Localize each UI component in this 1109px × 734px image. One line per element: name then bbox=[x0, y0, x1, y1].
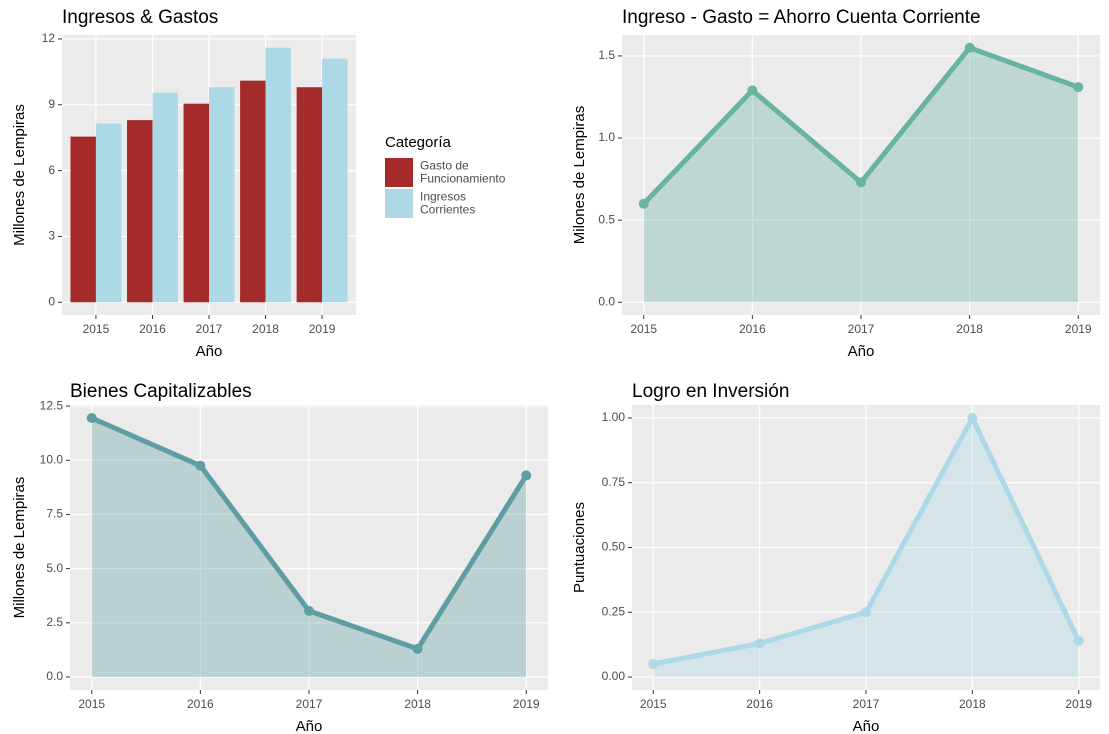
x-tick-label: 2017 bbox=[196, 322, 223, 336]
point bbox=[1073, 635, 1084, 646]
chart-title: Bienes Capitalizables bbox=[70, 381, 252, 402]
x-tick-label: 2018 bbox=[404, 697, 431, 711]
x-axis-title: Año bbox=[196, 343, 223, 360]
x-tick-label: 2017 bbox=[848, 322, 875, 336]
point bbox=[861, 607, 871, 618]
y-tick-label: 0.25 bbox=[602, 604, 626, 618]
point bbox=[747, 85, 758, 96]
y-tick-label: 1.5 bbox=[598, 48, 615, 62]
y-tick-label: 0.0 bbox=[598, 294, 615, 308]
x-tick-label: 2019 bbox=[1065, 322, 1092, 336]
point bbox=[521, 470, 532, 481]
x-tick-label: 2017 bbox=[853, 697, 880, 711]
point bbox=[195, 460, 206, 471]
bar bbox=[322, 58, 348, 303]
y-tick-label: 0 bbox=[48, 294, 55, 308]
x-tick-label: 2019 bbox=[309, 322, 336, 336]
x-tick-label: 2015 bbox=[78, 697, 105, 711]
legend-title: Categoría bbox=[385, 134, 452, 151]
bar bbox=[296, 87, 323, 303]
y-tick-label: 1.0 bbox=[598, 130, 615, 144]
bar bbox=[265, 47, 291, 303]
y-axis-title: Milones de Lempiras bbox=[571, 106, 588, 244]
x-tick-label: 2016 bbox=[739, 322, 766, 336]
point bbox=[638, 198, 649, 209]
point bbox=[304, 605, 314, 616]
area bbox=[653, 417, 1079, 678]
y-tick-label: 0.50 bbox=[602, 540, 626, 554]
x-axis-title: Año bbox=[848, 343, 875, 360]
point bbox=[86, 413, 97, 424]
legend-label: Ingresos Corrientes bbox=[420, 190, 475, 217]
chart-title: Logro en Inversión bbox=[632, 381, 789, 402]
point bbox=[412, 643, 423, 654]
y-tick-label: 2.5 bbox=[46, 615, 63, 629]
x-tick-label: 2018 bbox=[956, 322, 983, 336]
y-axis-title: Millones de Lempiras bbox=[11, 477, 28, 619]
bar bbox=[95, 123, 122, 303]
point bbox=[856, 177, 866, 188]
legend-swatch bbox=[385, 189, 413, 218]
y-tick-label: 9 bbox=[48, 97, 55, 111]
x-tick-label: 2018 bbox=[959, 697, 986, 711]
x-tick-label: 2015 bbox=[83, 322, 110, 336]
x-tick-label: 2015 bbox=[640, 697, 667, 711]
bar bbox=[183, 103, 209, 303]
bar bbox=[240, 80, 266, 303]
point bbox=[648, 659, 659, 670]
x-tick-label: 2016 bbox=[187, 697, 214, 711]
bar bbox=[209, 87, 235, 303]
y-tick-label: 3 bbox=[48, 229, 55, 243]
x-axis-title: Año bbox=[296, 718, 323, 734]
area bbox=[91, 418, 527, 677]
x-tick-label: 2015 bbox=[630, 322, 657, 336]
legend-swatch bbox=[385, 158, 413, 187]
chart-title: Ingresos & Gastos bbox=[62, 7, 218, 28]
y-tick-label: 10.0 bbox=[40, 452, 64, 466]
point bbox=[967, 412, 978, 423]
bar bbox=[70, 136, 96, 303]
y-tick-label: 6 bbox=[48, 163, 55, 177]
area bbox=[643, 47, 1079, 303]
point bbox=[1073, 82, 1084, 93]
x-tick-label: 2018 bbox=[252, 322, 279, 336]
bar bbox=[127, 120, 153, 303]
y-tick-label: 0.5 bbox=[598, 212, 615, 226]
y-tick-label: 0.0 bbox=[46, 669, 63, 683]
y-tick-label: 5.0 bbox=[46, 561, 63, 575]
legend-label: Gasto de Funcionamiento bbox=[420, 159, 506, 186]
y-tick-label: 0.75 bbox=[602, 475, 626, 489]
x-tick-label: 2016 bbox=[746, 697, 773, 711]
x-tick-label: 2016 bbox=[139, 322, 166, 336]
x-tick-label: 2019 bbox=[1065, 697, 1092, 711]
x-tick-label: 2017 bbox=[296, 697, 323, 711]
x-tick-label: 2019 bbox=[513, 697, 540, 711]
y-tick-label: 12 bbox=[42, 31, 56, 45]
y-tick-label: 12.5 bbox=[40, 398, 64, 412]
y-tick-label: 0.00 bbox=[602, 669, 626, 683]
chart-title: Ingreso - Gasto = Ahorro Cuenta Corrient… bbox=[622, 7, 981, 28]
y-tick-label: 7.5 bbox=[46, 507, 63, 521]
y-tick-label: 1.00 bbox=[602, 410, 626, 424]
y-axis-title: Puntuaciones bbox=[571, 502, 588, 593]
y-axis-title: Millones de Lempiras bbox=[11, 104, 28, 246]
point bbox=[754, 638, 765, 649]
point bbox=[964, 42, 975, 53]
bar bbox=[152, 92, 178, 303]
x-axis-title: Año bbox=[853, 718, 880, 734]
